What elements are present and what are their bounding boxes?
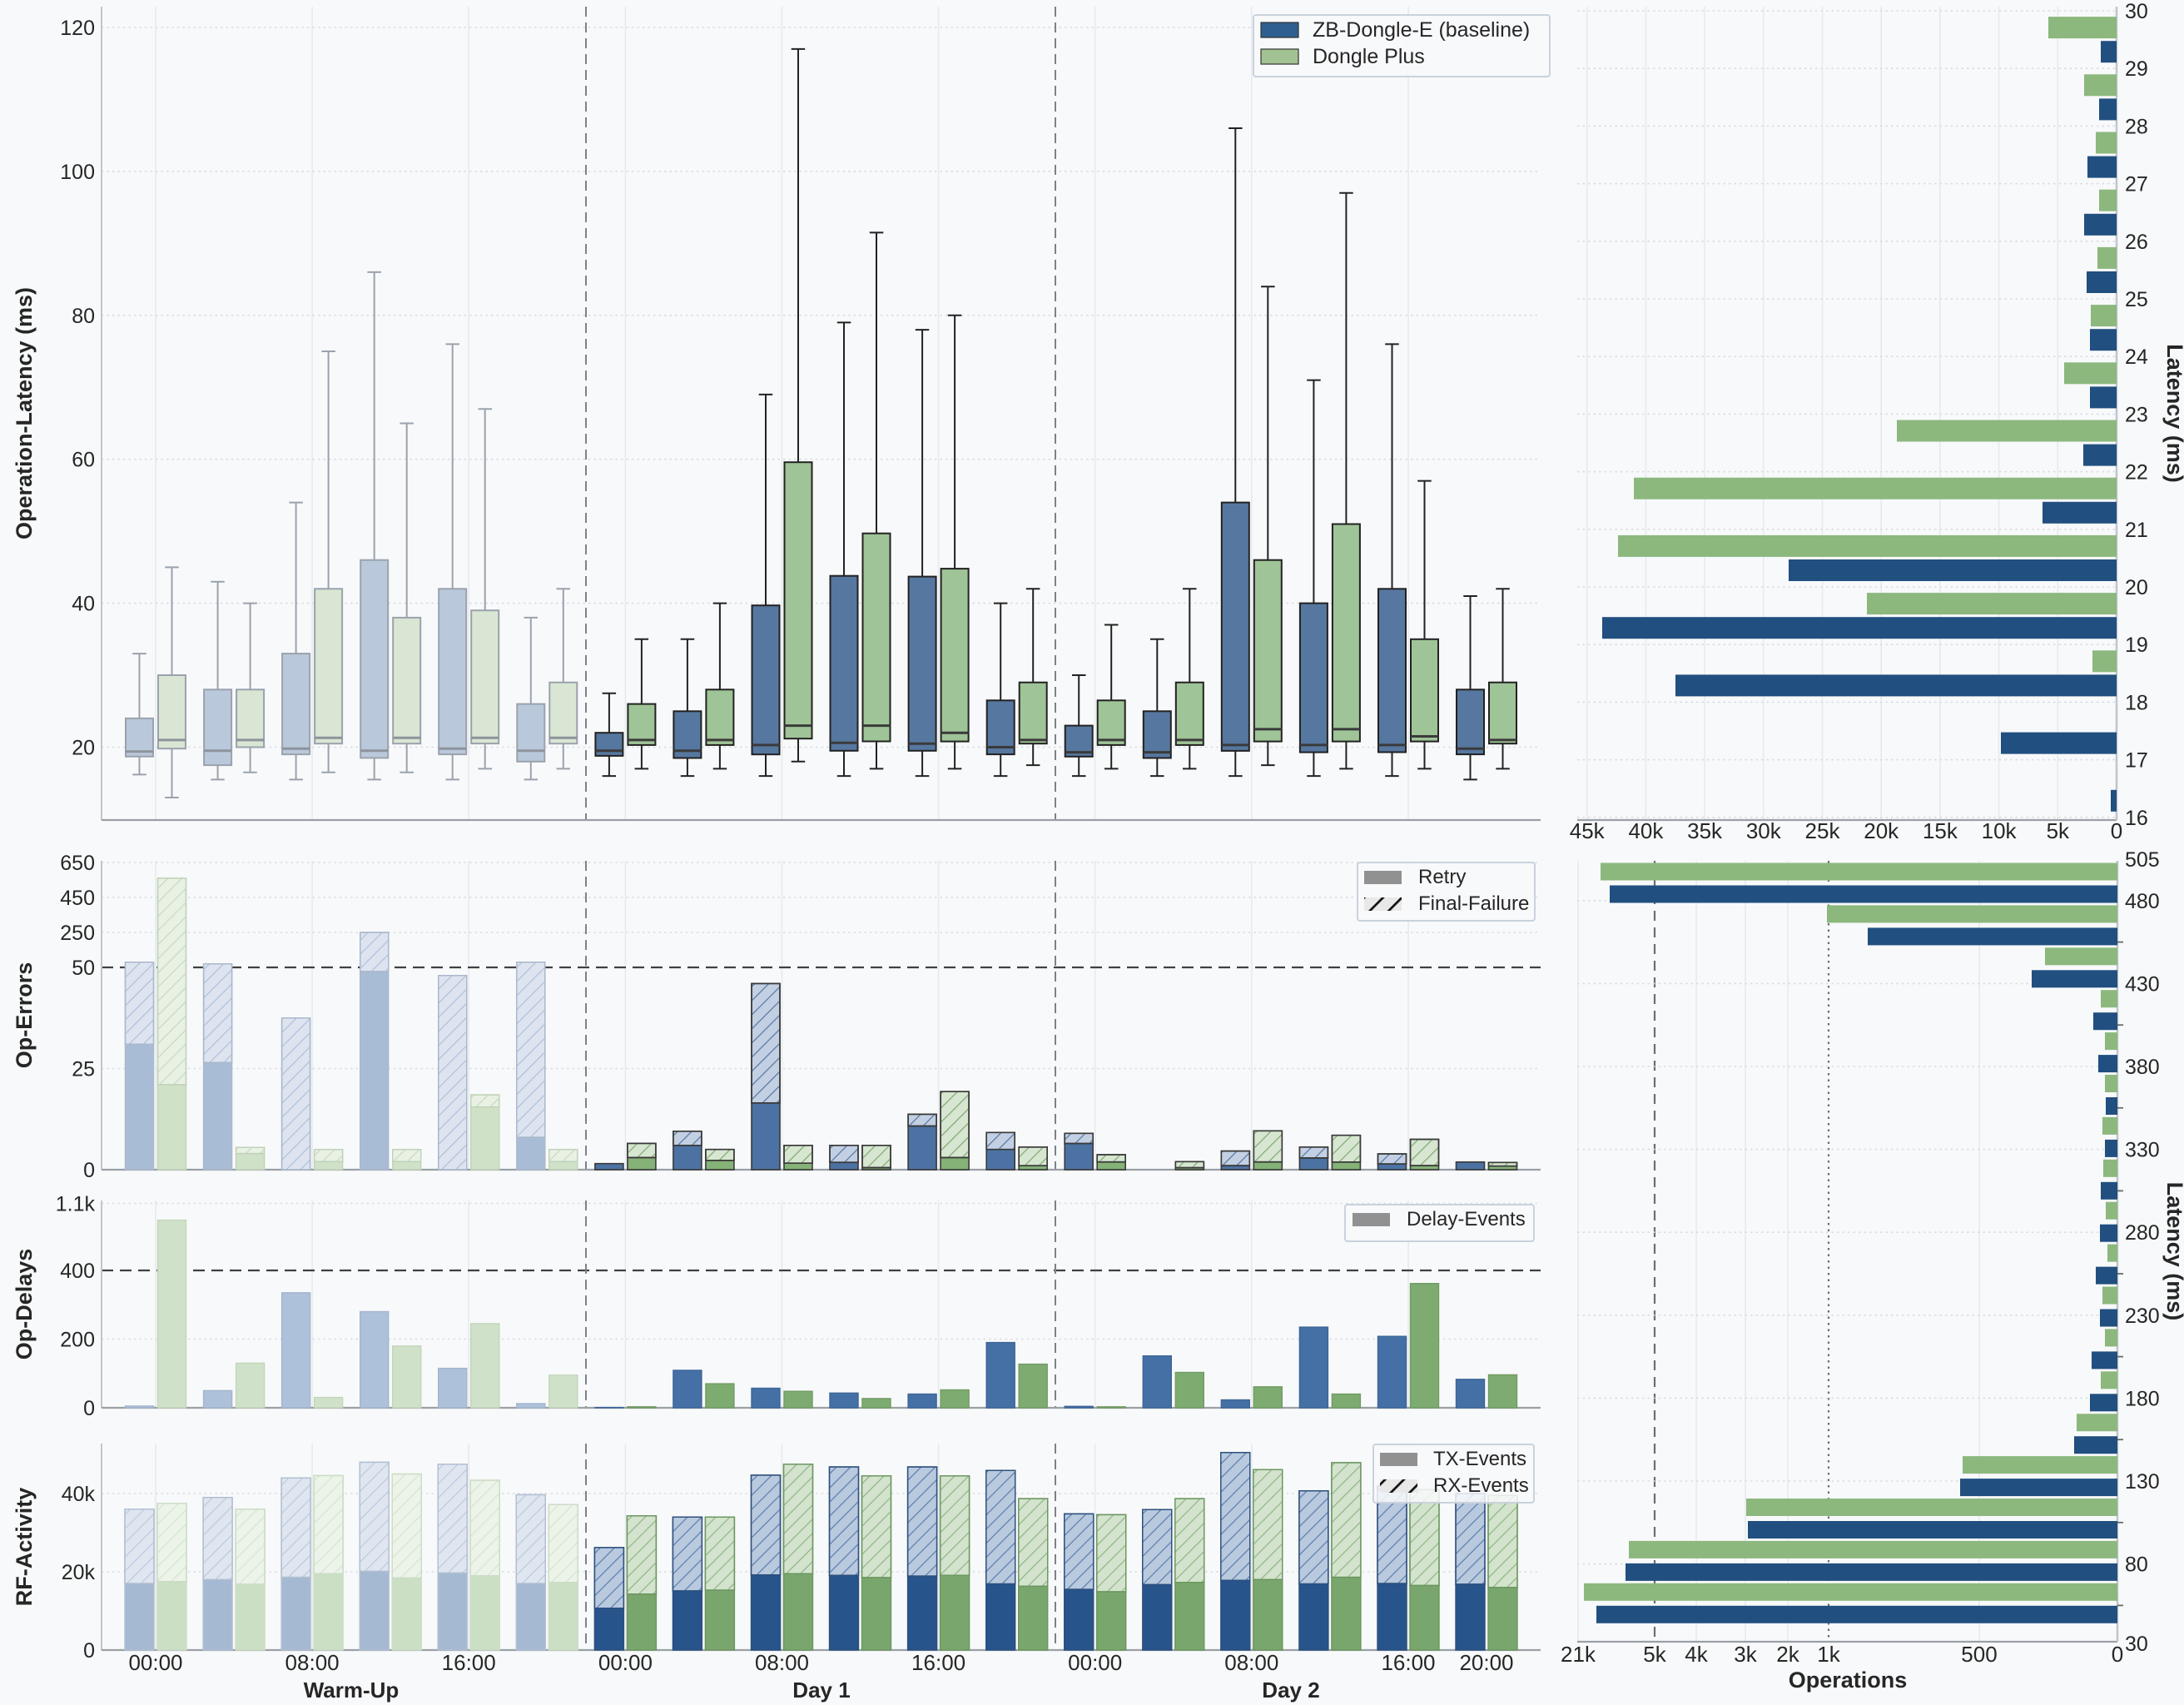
svg-text:20: 20 bbox=[72, 737, 95, 760]
svg-text:Latency (ms): Latency (ms) bbox=[2162, 1182, 2184, 1321]
svg-text:480: 480 bbox=[2125, 890, 2160, 913]
svg-text:130: 130 bbox=[2125, 1470, 2160, 1494]
svg-text:5k: 5k bbox=[2047, 818, 2070, 843]
svg-text:30: 30 bbox=[2125, 1633, 2148, 1656]
svg-text:450: 450 bbox=[60, 887, 95, 910]
svg-text:Retry: Retry bbox=[1418, 866, 1466, 888]
svg-text:22: 22 bbox=[2125, 461, 2148, 485]
svg-text:TX-Events: TX-Events bbox=[1433, 1448, 1526, 1470]
svg-text:3k: 3k bbox=[1734, 1642, 1757, 1667]
svg-text:650: 650 bbox=[60, 852, 95, 875]
svg-text:Dongle Plus: Dongle Plus bbox=[1313, 45, 1425, 68]
svg-text:35k: 35k bbox=[1687, 818, 1723, 843]
svg-text:50: 50 bbox=[72, 957, 95, 980]
svg-text:280: 280 bbox=[2125, 1221, 2160, 1245]
svg-text:08:00: 08:00 bbox=[1224, 1650, 1278, 1675]
svg-text:Op-Delays: Op-Delays bbox=[12, 1249, 37, 1360]
svg-text:08:00: 08:00 bbox=[755, 1650, 809, 1675]
svg-text:Latency (ms): Latency (ms) bbox=[2162, 344, 2184, 483]
svg-text:15k: 15k bbox=[1923, 818, 1958, 843]
svg-text:Operations: Operations bbox=[1789, 1668, 1908, 1693]
svg-text:26: 26 bbox=[2125, 231, 2148, 254]
svg-text:16:00: 16:00 bbox=[1381, 1650, 1435, 1675]
svg-text:100: 100 bbox=[60, 161, 95, 184]
svg-text:200: 200 bbox=[60, 1329, 95, 1352]
svg-text:0: 0 bbox=[2112, 1642, 2123, 1667]
svg-text:28: 28 bbox=[2125, 115, 2148, 138]
svg-text:00:00: 00:00 bbox=[128, 1650, 182, 1675]
svg-text:27: 27 bbox=[2125, 173, 2148, 196]
svg-text:19: 19 bbox=[2125, 634, 2148, 657]
svg-text:505: 505 bbox=[2125, 848, 2160, 872]
svg-text:RF-Activity: RF-Activity bbox=[12, 1488, 37, 1607]
svg-text:25: 25 bbox=[72, 1058, 95, 1081]
svg-text:00:00: 00:00 bbox=[1068, 1650, 1122, 1675]
svg-text:16:00: 16:00 bbox=[911, 1650, 965, 1675]
svg-text:17: 17 bbox=[2125, 749, 2148, 773]
svg-text:330: 330 bbox=[2125, 1139, 2160, 1162]
svg-text:0: 0 bbox=[2111, 818, 2122, 843]
svg-text:80: 80 bbox=[72, 305, 95, 328]
svg-text:430: 430 bbox=[2125, 972, 2160, 996]
svg-text:08:00: 08:00 bbox=[285, 1650, 340, 1675]
svg-text:380: 380 bbox=[2125, 1056, 2160, 1079]
svg-text:16:00: 16:00 bbox=[442, 1650, 496, 1675]
svg-text:0: 0 bbox=[83, 1397, 95, 1420]
svg-text:Delay-Events: Delay-Events bbox=[1407, 1208, 1526, 1230]
svg-text:RX-Events: RX-Events bbox=[1433, 1474, 1529, 1497]
svg-text:21: 21 bbox=[2125, 519, 2148, 542]
svg-text:Operation-Latency (ms): Operation-Latency (ms) bbox=[12, 287, 37, 539]
svg-text:40k: 40k bbox=[1628, 818, 1664, 843]
svg-text:45k: 45k bbox=[1570, 818, 1606, 843]
svg-text:16: 16 bbox=[2125, 807, 2148, 830]
svg-text:21k: 21k bbox=[1561, 1642, 1596, 1667]
svg-text:20:00: 20:00 bbox=[1459, 1650, 1513, 1675]
svg-text:20: 20 bbox=[2125, 576, 2148, 599]
svg-text:30k: 30k bbox=[1746, 818, 1782, 843]
svg-text:24: 24 bbox=[2125, 345, 2148, 369]
svg-text:Warm-Up: Warm-Up bbox=[304, 1678, 400, 1703]
svg-text:2k: 2k bbox=[1776, 1642, 1799, 1667]
svg-text:29: 29 bbox=[2125, 57, 2148, 81]
svg-text:1.1k: 1.1k bbox=[56, 1193, 96, 1216]
svg-text:23: 23 bbox=[2125, 403, 2148, 426]
svg-text:ZB-Dongle-E (baseline): ZB-Dongle-E (baseline) bbox=[1313, 18, 1530, 42]
svg-text:230: 230 bbox=[2125, 1305, 2160, 1328]
svg-text:18: 18 bbox=[2125, 691, 2148, 714]
svg-text:Final-Failure: Final-Failure bbox=[1418, 892, 1529, 915]
svg-text:60: 60 bbox=[72, 449, 95, 472]
svg-text:Op-Errors: Op-Errors bbox=[12, 962, 37, 1069]
svg-text:Day 1: Day 1 bbox=[792, 1678, 850, 1703]
svg-text:120: 120 bbox=[60, 17, 95, 40]
svg-text:0: 0 bbox=[83, 1639, 95, 1663]
svg-text:25k: 25k bbox=[1805, 818, 1841, 843]
svg-text:40k: 40k bbox=[62, 1483, 96, 1506]
svg-text:500: 500 bbox=[1961, 1642, 1997, 1667]
svg-text:25: 25 bbox=[2125, 288, 2148, 311]
svg-text:180: 180 bbox=[2125, 1387, 2160, 1410]
svg-text:250: 250 bbox=[60, 922, 95, 945]
svg-text:0: 0 bbox=[83, 1159, 95, 1182]
svg-text:80: 80 bbox=[2125, 1553, 2148, 1577]
svg-text:20k: 20k bbox=[1864, 818, 1899, 843]
svg-text:30: 30 bbox=[2125, 0, 2148, 23]
svg-text:00:00: 00:00 bbox=[598, 1650, 653, 1675]
svg-text:400: 400 bbox=[60, 1260, 95, 1283]
svg-text:4k: 4k bbox=[1685, 1642, 1708, 1667]
svg-text:40: 40 bbox=[72, 593, 95, 616]
svg-text:5k: 5k bbox=[1643, 1642, 1666, 1667]
svg-text:Day 2: Day 2 bbox=[1262, 1678, 1319, 1703]
svg-text:20k: 20k bbox=[62, 1561, 96, 1584]
svg-text:10k: 10k bbox=[1982, 818, 2018, 843]
svg-text:1k: 1k bbox=[1817, 1642, 1840, 1667]
